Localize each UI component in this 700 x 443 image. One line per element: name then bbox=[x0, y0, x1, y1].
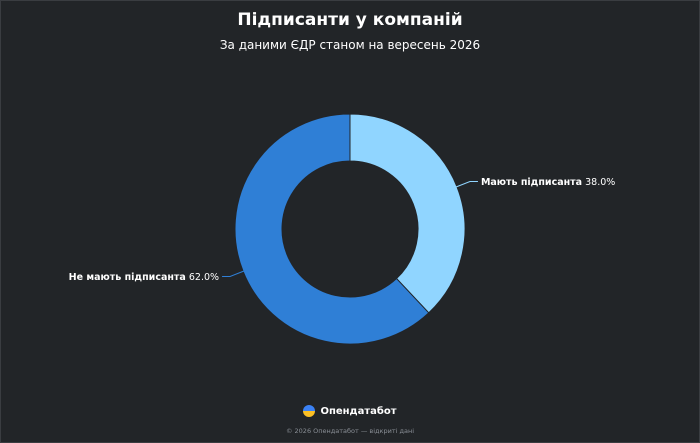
leader-line-0 bbox=[454, 181, 478, 188]
slice-label-name-0: Мають підписанта bbox=[481, 177, 582, 188]
slice-label-1: Не мають підписанта 62.0% bbox=[69, 272, 219, 283]
donut-slice-1 bbox=[234, 113, 430, 345]
slice-label-0: Мають підписанта 38.0% bbox=[481, 177, 615, 188]
brand: Опендатабот bbox=[0, 405, 700, 417]
brand-name: Опендатабот bbox=[320, 405, 397, 417]
chart-title: Підписанти у компаній bbox=[237, 10, 463, 30]
chart-subtitle: За даними ЄДР станом на вересень 2026 bbox=[219, 38, 481, 52]
brand-logo-icon bbox=[303, 405, 316, 417]
slice-label-value-1: 62.0% bbox=[186, 272, 219, 283]
slice-label-value-0: 38.0% bbox=[582, 177, 615, 188]
slice-label-name-1: Не мають підписанта bbox=[69, 272, 186, 283]
leader-line-1 bbox=[222, 270, 246, 277]
copyright-text: © 2026 Опендатабот — відкриті дані bbox=[285, 427, 415, 435]
donut-slice-0 bbox=[349, 113, 466, 314]
